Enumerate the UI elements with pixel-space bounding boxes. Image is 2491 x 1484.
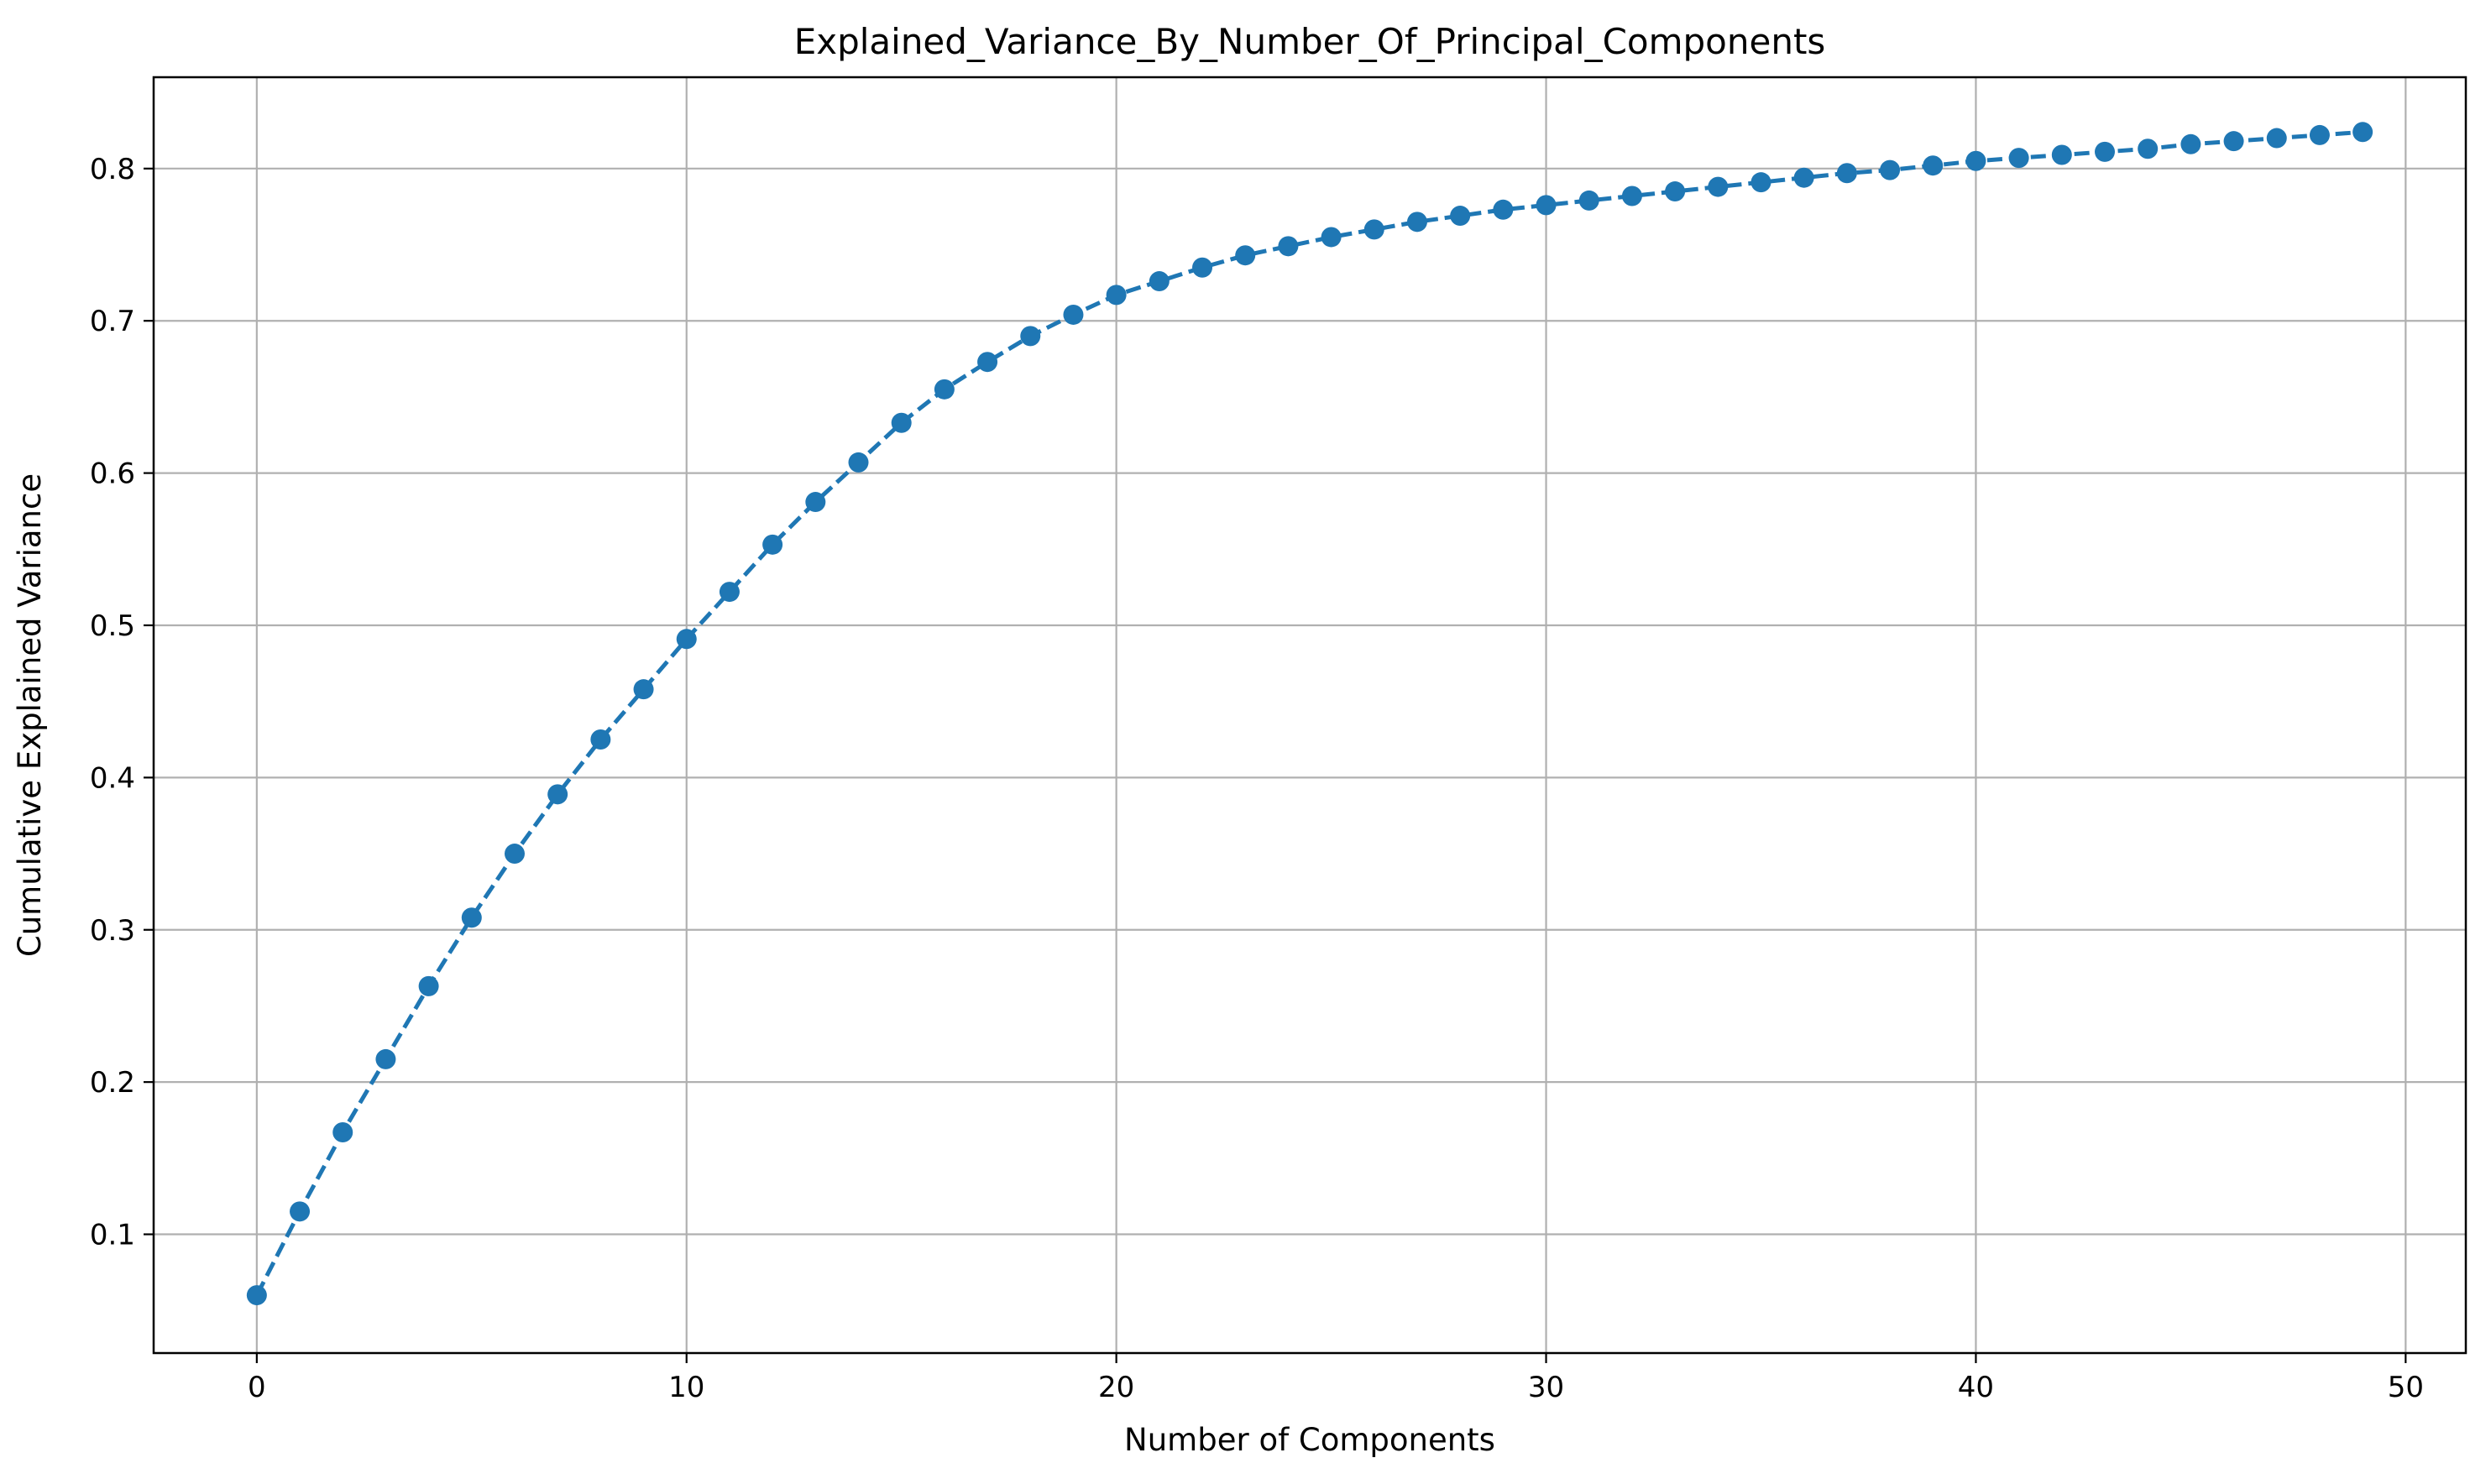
data-point bbox=[1708, 176, 1729, 197]
data-point bbox=[2095, 141, 2116, 162]
data-point bbox=[2008, 148, 2029, 169]
data-point bbox=[762, 534, 783, 555]
x-tick-label: 10 bbox=[668, 1371, 704, 1404]
y-axis-label: Cumulative Explained Variance bbox=[12, 473, 48, 957]
axis-ticks: 0 10 20 30 40 50 0.1 0.2 0.3 0.4 0.5 0.6 0.7 0.8 bbox=[90, 153, 2424, 1404]
data-point bbox=[1063, 304, 1084, 325]
x-tick-label: 50 bbox=[2388, 1371, 2424, 1404]
data-point bbox=[1751, 172, 1771, 193]
x-tick-label: 30 bbox=[1528, 1371, 1564, 1404]
data-point bbox=[590, 729, 611, 750]
data-point bbox=[290, 1201, 311, 1222]
data-point bbox=[891, 412, 912, 433]
data-point bbox=[805, 492, 826, 513]
data-point bbox=[977, 352, 998, 373]
data-point bbox=[1923, 155, 1944, 176]
data-point bbox=[1450, 206, 1471, 227]
data-point bbox=[676, 629, 697, 650]
data-point bbox=[547, 784, 568, 805]
data-point bbox=[1406, 212, 1427, 233]
data-point bbox=[2266, 128, 2287, 149]
y-tick-label: 0.5 bbox=[90, 609, 135, 643]
data-point bbox=[2352, 122, 2373, 143]
x-tick-label: 40 bbox=[1958, 1371, 1994, 1404]
data-point bbox=[246, 1285, 267, 1306]
data-point bbox=[332, 1121, 353, 1142]
data-point bbox=[1278, 236, 1299, 257]
data-point bbox=[1106, 285, 1127, 306]
data-point bbox=[719, 582, 740, 603]
data-point bbox=[1536, 195, 1557, 216]
data-point bbox=[2138, 138, 2159, 159]
data-point bbox=[848, 452, 869, 473]
y-tick-label: 0.8 bbox=[90, 153, 135, 186]
data-point bbox=[1665, 181, 1686, 202]
y-tick-label: 0.6 bbox=[90, 457, 135, 491]
data-point bbox=[1321, 227, 1342, 248]
x-axis-label: Number of Components bbox=[1124, 1422, 1495, 1458]
data-point bbox=[1836, 163, 1857, 184]
grid-lines bbox=[154, 77, 2466, 1353]
plot-area-frame bbox=[152, 76, 2467, 1355]
data-point bbox=[934, 379, 955, 400]
y-tick-label: 0.1 bbox=[90, 1219, 135, 1252]
x-tick-label: 0 bbox=[248, 1371, 266, 1404]
data-point bbox=[1965, 150, 1986, 171]
data-point bbox=[461, 907, 482, 928]
data-points-layer bbox=[246, 122, 2373, 1306]
data-point bbox=[2180, 133, 2201, 154]
data-point bbox=[1363, 219, 1384, 240]
y-tick-label: 0.3 bbox=[90, 914, 135, 948]
data-point bbox=[418, 975, 439, 996]
chart-title: Explained_Variance_By_Number_Of_Principa… bbox=[794, 21, 1826, 62]
data-point bbox=[1493, 199, 1514, 220]
data-point bbox=[1235, 245, 1256, 266]
y-tick-label: 0.4 bbox=[90, 761, 135, 795]
data-point bbox=[2309, 124, 2330, 145]
data-point bbox=[1020, 326, 1041, 347]
data-point bbox=[2051, 144, 2072, 165]
data-point bbox=[504, 844, 525, 865]
data-point bbox=[1578, 190, 1599, 211]
data-point bbox=[375, 1048, 396, 1069]
data-point bbox=[1880, 159, 1901, 180]
data-point bbox=[1192, 257, 1213, 278]
y-tick-label: 0.7 bbox=[90, 305, 135, 338]
x-tick-label: 20 bbox=[1098, 1371, 1134, 1404]
data-point bbox=[1621, 186, 1642, 206]
y-tick-label: 0.2 bbox=[90, 1066, 135, 1100]
data-point bbox=[1793, 167, 1814, 188]
data-point bbox=[2223, 131, 2244, 152]
data-point bbox=[1149, 271, 1170, 292]
data-point bbox=[633, 679, 654, 700]
